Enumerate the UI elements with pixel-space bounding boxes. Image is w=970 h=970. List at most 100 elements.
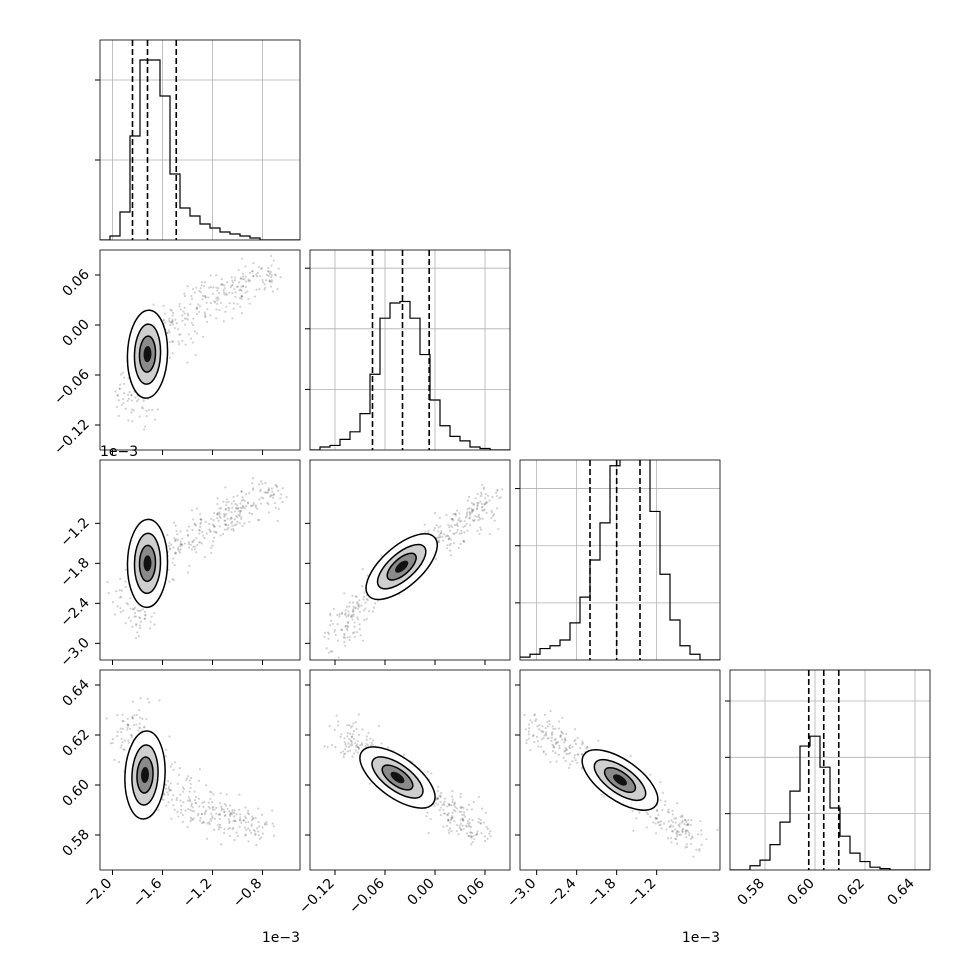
sample-point — [132, 608, 136, 611]
sample-point — [329, 612, 332, 615]
sample-point — [205, 532, 208, 535]
sample-point — [252, 828, 255, 831]
sample-point — [279, 276, 282, 279]
sample-point — [200, 284, 203, 287]
sample-point — [489, 835, 492, 838]
sample-point — [452, 512, 455, 516]
sample-point — [448, 529, 452, 532]
sample-point — [181, 319, 184, 322]
sample-point — [480, 502, 483, 506]
sample-point — [463, 520, 466, 523]
sample-point — [597, 739, 600, 742]
sample-point — [345, 605, 349, 608]
sample-point — [116, 734, 119, 738]
sample-point — [438, 536, 441, 539]
sample-point — [170, 543, 173, 547]
sample-point — [460, 532, 463, 535]
sample-point — [212, 540, 215, 543]
sample-point — [200, 821, 203, 825]
sample-point — [576, 736, 579, 740]
sample-point — [257, 807, 260, 810]
sample-point — [450, 795, 454, 798]
sample-point — [686, 830, 690, 833]
sample-point — [565, 748, 569, 751]
sample-point — [346, 735, 349, 738]
sample-point — [228, 834, 232, 838]
sample-point — [461, 813, 464, 816]
sample-point — [242, 819, 245, 822]
sample-point — [130, 394, 133, 397]
sample-point — [226, 281, 229, 284]
sample-point — [240, 295, 243, 298]
sample-point — [260, 836, 263, 839]
sample-point — [116, 730, 119, 733]
sample-point — [199, 522, 202, 526]
sample-point — [469, 825, 473, 829]
sample-point — [269, 276, 273, 279]
sample-point — [467, 824, 470, 827]
sample-point — [463, 540, 466, 544]
sample-point — [129, 597, 132, 600]
sample-point — [124, 585, 127, 589]
sample-point — [666, 810, 670, 813]
sample-point — [360, 743, 364, 747]
sample-point — [215, 297, 218, 300]
sample-point — [250, 504, 253, 507]
sample-point — [698, 849, 701, 852]
sample-point — [470, 843, 473, 846]
sample-point — [340, 628, 344, 631]
sample-point — [354, 595, 357, 598]
sample-point — [256, 827, 259, 830]
sample-point — [329, 614, 332, 617]
sample-point — [211, 544, 214, 547]
sample-point — [465, 825, 468, 828]
sample-point — [202, 821, 205, 824]
sample-point — [470, 507, 473, 510]
sample-point — [326, 631, 330, 634]
sample-point — [138, 616, 142, 620]
sample-point — [253, 830, 256, 833]
sample-point — [219, 283, 223, 286]
sample-point — [363, 595, 366, 599]
sample-point — [240, 312, 244, 315]
sample-point — [233, 811, 236, 815]
sample-point — [367, 731, 370, 734]
sample-point — [211, 808, 215, 811]
sample-point — [256, 271, 259, 275]
sample-point — [130, 399, 133, 402]
sample-point — [204, 313, 207, 316]
sample-point — [364, 745, 367, 748]
sample-point — [244, 265, 247, 268]
sample-point — [186, 799, 190, 802]
sample-point — [346, 624, 349, 627]
sample-point — [685, 845, 689, 849]
sample-point — [113, 613, 117, 616]
sample-point — [269, 494, 272, 497]
sample-point — [438, 534, 441, 537]
sample-point — [191, 341, 194, 344]
sample-point — [332, 607, 335, 611]
sample-point — [198, 529, 201, 532]
x-offset-label-0: 1e−3 — [262, 930, 300, 946]
sample-point — [542, 737, 545, 740]
sample-point — [132, 724, 135, 727]
sample-point — [480, 483, 484, 487]
sample-point — [127, 397, 130, 401]
sample-point — [668, 825, 671, 828]
sample-point — [218, 511, 221, 514]
sample-point — [235, 831, 238, 834]
sample-point — [238, 289, 241, 292]
sample-point — [684, 846, 687, 849]
sample-point — [223, 827, 226, 831]
sample-point — [199, 517, 202, 521]
sample-point — [117, 761, 121, 764]
x-tick-label-0-2: −1.2 — [180, 876, 215, 911]
sample-point — [143, 425, 147, 428]
sample-point — [179, 530, 182, 533]
sample-point — [469, 516, 472, 519]
sample-point — [240, 821, 243, 824]
sample-point — [178, 767, 182, 770]
sample-point — [369, 744, 372, 747]
sample-point — [236, 302, 239, 306]
sample-point — [188, 564, 191, 567]
